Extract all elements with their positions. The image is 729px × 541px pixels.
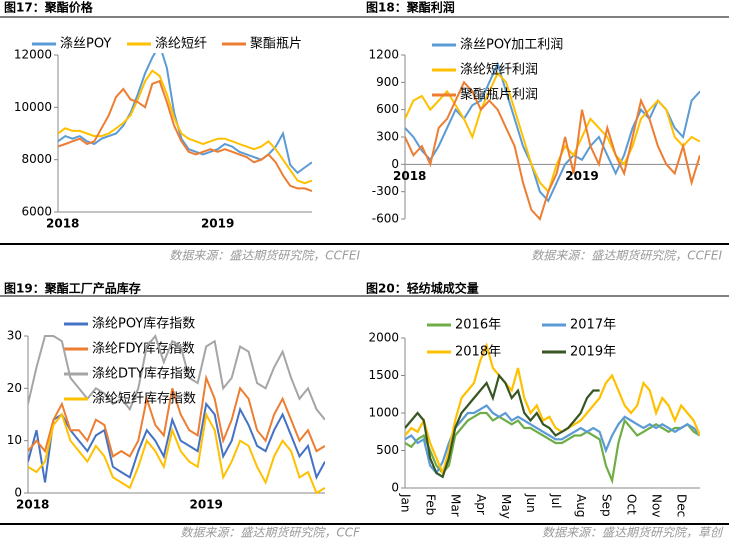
x-tick-label: 2018 [46, 217, 79, 231]
chart-title: 图17：聚酯价格 [4, 0, 94, 15]
source-note: 数据来源：盛达期货研究院，CCF [180, 526, 361, 540]
x-tick-label: 2019 [201, 217, 234, 231]
x-tick-label: Feb [424, 494, 438, 515]
y-tick-label: 600 [376, 102, 399, 116]
y-tick-label: 500 [376, 443, 399, 457]
x-tick-label: Jun [524, 493, 538, 513]
series-line [58, 79, 312, 193]
series-line [28, 411, 325, 495]
series-line [405, 411, 700, 485]
legend-label: 涤纶FDY库存指数 [92, 341, 195, 357]
x-tick-label: 2018 [393, 169, 426, 183]
legend-label: 聚酯瓶片 [250, 37, 302, 52]
x-tick-label: Apr [474, 494, 488, 515]
y-tick-label: -300 [372, 184, 399, 198]
series-line [405, 80, 700, 221]
y-tick-label: 20 [7, 381, 22, 395]
x-tick-label: Jul [549, 493, 563, 508]
y-tick-label: 10000 [14, 100, 52, 114]
y-tick-label: 10 [7, 433, 22, 447]
y-tick-label: 300 [376, 130, 399, 144]
series-line [28, 334, 325, 421]
legend-label: 涤纶短纤利润 [460, 63, 538, 78]
legend-label: 2017年 [570, 318, 616, 333]
y-tick-label: 1200 [368, 48, 399, 62]
y-tick-label: 0 [14, 486, 22, 500]
series-line [405, 342, 700, 477]
source-note: 数据来源：盛达期货研究院，CCFEI [169, 249, 360, 263]
source-note: 数据来源：盛达期货研究院，草创 [542, 526, 724, 540]
x-tick-label: Dec [675, 494, 689, 517]
y-tick-label: 8000 [21, 152, 52, 166]
x-tick-label: Mar [449, 494, 463, 517]
y-tick-label: 0 [391, 481, 399, 495]
series-line [58, 69, 312, 185]
y-tick-label: 0 [391, 157, 399, 171]
legend-label: 聚酯瓶片利润 [460, 88, 538, 103]
x-tick-label: Sep [599, 494, 613, 517]
legend-label: 涤纶短纤库存指数 [92, 391, 196, 407]
x-tick-label: May [499, 494, 513, 519]
y-tick-label: 1500 [368, 368, 399, 382]
legend-label: 2019年 [570, 345, 616, 360]
series-line [28, 401, 325, 483]
x-tick-label: Jan [399, 493, 413, 513]
x-tick-label: 2019 [565, 169, 598, 183]
legend-label: 涤纶POY库存指数 [92, 316, 195, 332]
series-line [58, 53, 312, 175]
legend-label: 涤丝POY [60, 37, 111, 52]
series-line [28, 374, 325, 458]
chart-title: 图20：轻纺城成交量 [366, 281, 479, 296]
x-tick-label: Oct [624, 494, 638, 515]
y-tick-label: 12000 [14, 48, 52, 62]
legend-label: 涤纶DTY库存指数 [92, 366, 196, 382]
y-tick-label: 30 [7, 329, 22, 343]
x-tick-label: Aug [574, 494, 588, 517]
x-tick-label: 2019 [189, 498, 222, 512]
y-tick-label: 900 [376, 75, 399, 89]
x-tick-label: 2018 [16, 498, 49, 512]
y-tick-label: -600 [372, 212, 399, 226]
y-tick-label: 6000 [21, 205, 52, 219]
chart-title: 图18：聚酯利润 [366, 0, 455, 15]
legend-label: 2016年 [455, 318, 501, 333]
legend-label: 涤丝POY加工利润 [460, 38, 563, 53]
chart-title: 图19：聚酯工厂产品库存 [4, 281, 141, 296]
y-tick-label: 2000 [368, 331, 399, 345]
series-line [405, 61, 700, 203]
legend-label: 2018年 [455, 345, 501, 360]
legend-label: 涤纶短纤 [155, 37, 207, 52]
source-note: 数据来源：盛达期货研究院，CCFEI [531, 249, 722, 263]
series-line [405, 373, 600, 479]
y-tick-label: 1000 [368, 406, 399, 420]
x-tick-label: Nov [650, 494, 664, 517]
